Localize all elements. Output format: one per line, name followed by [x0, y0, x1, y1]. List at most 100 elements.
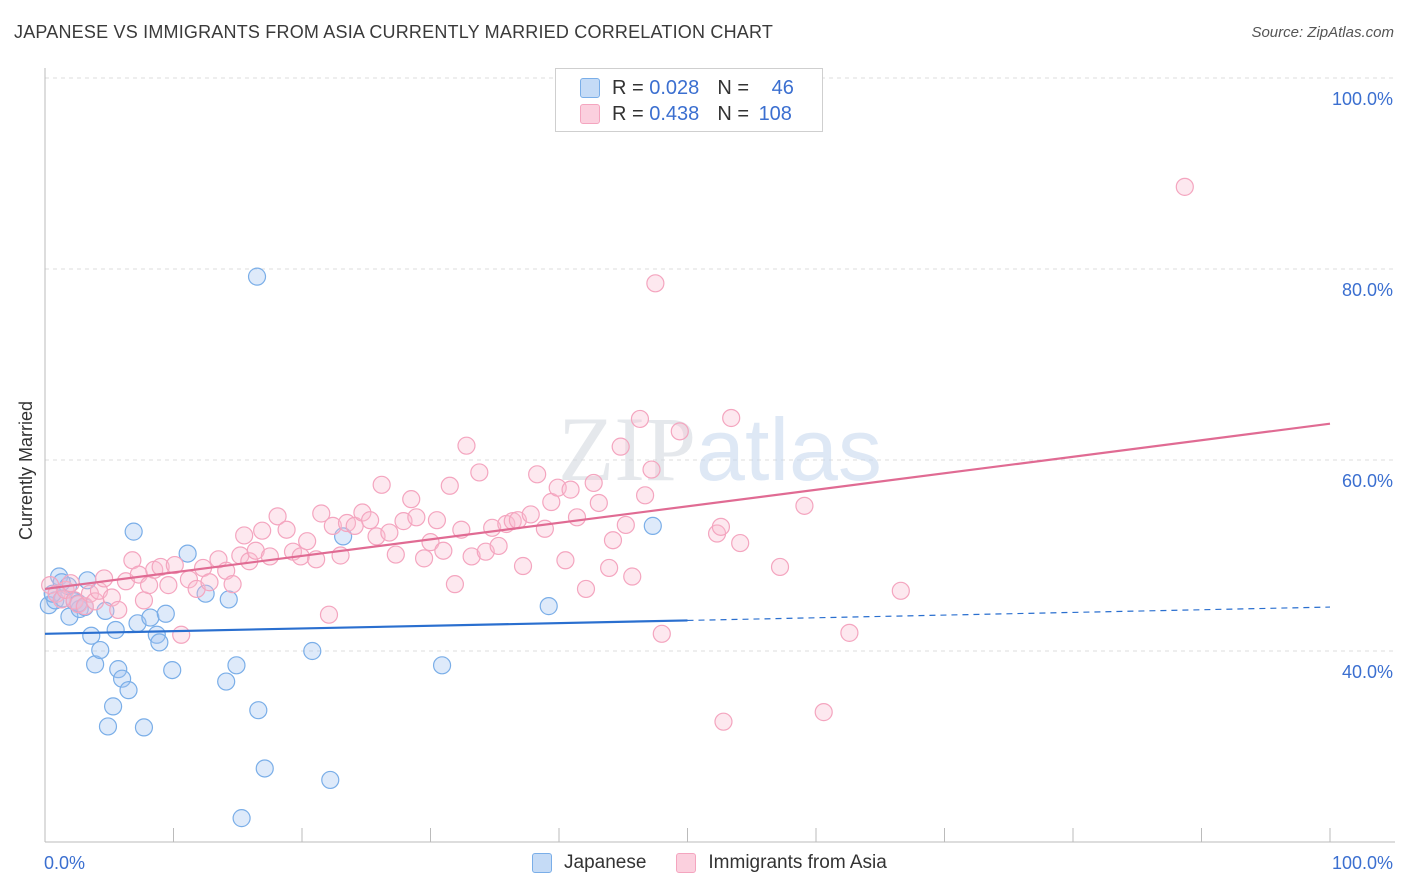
japanese-swatch — [580, 78, 600, 98]
asia-point — [109, 600, 128, 620]
asia-point — [139, 576, 159, 595]
japanese-point — [232, 809, 251, 828]
asia-point — [770, 557, 790, 577]
japanese-point — [196, 584, 215, 603]
japanese-point — [91, 640, 110, 660]
r-value: 0.028 — [649, 76, 700, 99]
asia-point — [576, 579, 596, 599]
asia-point — [414, 549, 434, 568]
asia-point — [722, 408, 741, 428]
tick-labels: 40.0% 60.0% 80.0% 100.0% 0.0% 100.0% — [44, 89, 1393, 873]
asia-point — [652, 624, 671, 643]
asia-point — [600, 558, 619, 578]
japanese-point — [321, 770, 340, 790]
japanese-point — [643, 516, 662, 535]
y-tick-label: 40.0% — [1342, 662, 1393, 682]
asia-trend-line — [44, 422, 1331, 591]
asia-point — [646, 274, 665, 293]
series-legend: Japanese Immigrants from Asia — [532, 852, 917, 874]
asia-point — [462, 547, 481, 566]
asia-point — [642, 460, 661, 479]
japanese-point — [104, 697, 123, 716]
japanese-point — [432, 656, 452, 675]
japanese-trend-extension — [687, 606, 1331, 622]
japanese-point — [109, 660, 128, 679]
asia-point — [159, 576, 178, 595]
axes — [44, 68, 1395, 843]
japanese-point — [539, 597, 558, 616]
asia-point — [134, 591, 154, 610]
asia-point — [445, 575, 465, 594]
asia-point — [353, 503, 372, 522]
japanese-point — [303, 641, 322, 661]
asia-point — [151, 557, 170, 577]
japanese-point — [86, 655, 105, 674]
asia-point — [223, 575, 242, 594]
asia-point — [840, 623, 859, 642]
asia-point — [891, 581, 910, 600]
data-points — [39, 177, 1194, 828]
asia-point — [521, 505, 540, 524]
asia-point — [172, 625, 191, 644]
asia-swatch — [676, 853, 697, 873]
trend-lines — [44, 422, 1331, 635]
japanese-point — [124, 522, 143, 541]
legend-item-japanese: Japanese — [532, 852, 646, 874]
asia-point — [584, 473, 603, 493]
asia-point — [95, 569, 114, 588]
n-label: N = — [717, 76, 749, 99]
chart-title: JAPANESE VS IMMIGRANTS FROM ASIA CURRENT… — [14, 22, 774, 42]
asia-point — [528, 465, 547, 484]
asia-point — [670, 422, 689, 441]
asia-point — [623, 567, 642, 586]
asia-point — [1175, 177, 1194, 196]
asia-point — [47, 584, 66, 603]
asia-point — [361, 511, 380, 530]
asia-point — [457, 436, 476, 455]
source-label: Source: ZipAtlas.com — [1251, 24, 1394, 41]
y-tick-label: 80.0% — [1342, 280, 1393, 300]
asia-point — [319, 605, 339, 624]
asia-point — [380, 523, 399, 542]
japanese-point — [106, 620, 125, 640]
japanese-point — [134, 718, 154, 737]
asia-point — [470, 463, 489, 482]
asia-point — [402, 490, 421, 509]
asia-point — [616, 515, 635, 535]
asia-point — [711, 517, 731, 536]
asia-point — [635, 486, 655, 505]
asia-point — [489, 536, 508, 556]
japanese-point — [255, 759, 274, 778]
japanese-point — [219, 590, 238, 609]
asia-point — [61, 574, 80, 593]
y-tick-label: 60.0% — [1342, 471, 1393, 491]
japanese-point — [156, 604, 175, 623]
japanese-point — [98, 717, 118, 736]
watermark: ZIPatlas — [558, 398, 882, 500]
asia-point — [268, 507, 287, 526]
asia-point — [52, 590, 71, 609]
japanese-point — [249, 701, 268, 720]
r-label: R = — [612, 76, 644, 99]
stats-legend: R = 0.028 N = 46 R = 0.438 N = 108 — [555, 68, 823, 132]
x-tick-label: 0.0% — [44, 853, 85, 873]
japanese-point — [82, 626, 101, 645]
asia-point — [795, 496, 814, 515]
asia-point — [630, 409, 650, 429]
japanese-point — [163, 660, 182, 680]
y-tick-label: 100.0% — [1332, 89, 1393, 109]
asia-point — [567, 508, 587, 527]
asia-point — [440, 476, 459, 495]
japanese-trend-line — [44, 619, 688, 635]
japanese-point — [178, 544, 197, 563]
japanese-point — [141, 608, 160, 627]
stats-row-asia: R = 0.438 N = 108 — [580, 102, 792, 126]
japanese-point — [227, 656, 246, 675]
stats-row-japanese: R = 0.028 N = 46 — [580, 76, 794, 100]
asia-point — [434, 541, 453, 560]
asia-point — [603, 531, 623, 550]
r-label: R = — [612, 102, 644, 125]
asia-point — [714, 712, 733, 731]
asia-point — [386, 545, 405, 564]
